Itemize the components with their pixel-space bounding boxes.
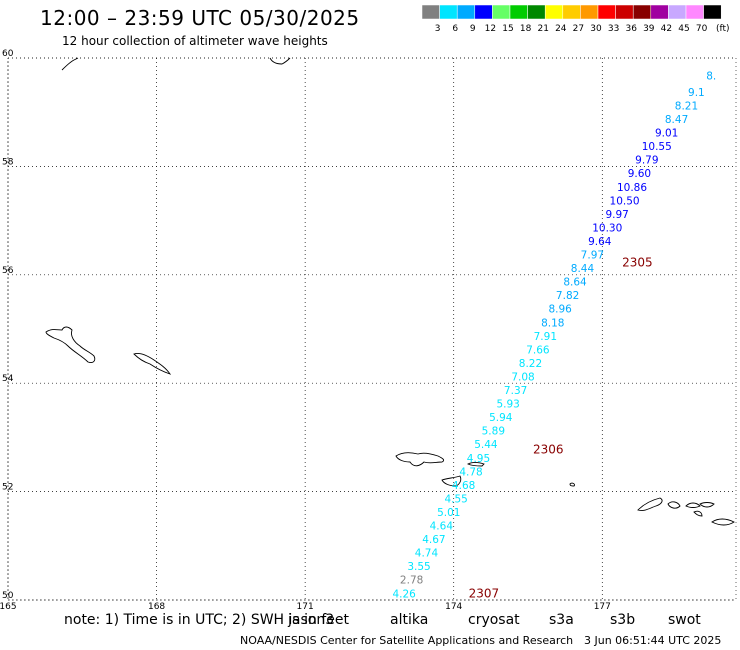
- coastline: [466, 462, 485, 467]
- scale-tick-label: 39: [643, 24, 655, 34]
- wave-height-observation: 9.64: [588, 236, 612, 248]
- scale-tick-label: 70: [696, 24, 708, 34]
- wave-height-observation: 5.93: [496, 399, 519, 411]
- wave-height-observation: 7.37: [504, 385, 527, 397]
- scale-tick-label: 21: [537, 24, 548, 34]
- wave-height-observation: 10.50: [610, 195, 640, 207]
- wave-height-observation: 4.74: [415, 548, 439, 560]
- map-frame: [7, 57, 737, 601]
- wave-height-observation: 7.08: [511, 371, 534, 383]
- wave-height-observation: 3.55: [407, 561, 430, 573]
- pass-time-label: 2305: [622, 256, 653, 270]
- coastline: [269, 57, 291, 65]
- mission-label-altika: altika: [390, 612, 429, 628]
- scale-tick-label: 6: [452, 24, 458, 34]
- wave-height-observation: 8.64: [563, 277, 587, 289]
- longitude-label: 165: [0, 602, 17, 612]
- coastline: [711, 518, 735, 526]
- coastline: [569, 482, 575, 487]
- coastline: [685, 502, 701, 508]
- wave-height-observation: 8.22: [519, 358, 542, 370]
- scale-tick-label: 24: [555, 24, 567, 34]
- wave-height-color-scale: 3 6 9 12 15 18 21 24 27 30 33 36 39 42 45 70 (ft): [421, 4, 730, 34]
- mission-label-cryosat: cryosat: [468, 612, 520, 628]
- wave-height-observation: 4.67: [422, 534, 445, 546]
- wave-height-observation: 5.94: [489, 412, 513, 424]
- coastline: [61, 57, 79, 71]
- latitude-label: 52: [2, 483, 13, 493]
- coastline: [637, 497, 663, 511]
- coastline: [693, 510, 703, 517]
- mission-label-s3a: s3a: [549, 612, 574, 628]
- wave-height-observation: 4.78: [459, 466, 482, 478]
- wave-height-observation: 8.96: [548, 304, 572, 316]
- wave-height-observation: 8.47: [665, 114, 688, 126]
- scale-tick-label: 33: [608, 24, 619, 34]
- scale-tick-label: 18: [520, 24, 532, 34]
- page-title: 12:00 – 23:59 UTC 05/30/2025: [40, 6, 360, 30]
- wave-height-observation: 9.01: [655, 128, 678, 140]
- wave-height-observation: 2.78: [400, 575, 423, 587]
- footer-note: note: 1) Time is in UTC; 2) SWH is in fe…: [64, 612, 350, 628]
- wave-height-observation: 10.30: [592, 222, 622, 234]
- scale-swatch: [703, 4, 722, 20]
- wave-height-observation: 8.: [706, 71, 716, 83]
- wave-height-observation: 7.91: [534, 331, 557, 343]
- latitude-label: 60: [2, 49, 14, 59]
- wave-height-observation: 5.01: [437, 507, 460, 519]
- wave-height-observation: 9.79: [635, 155, 658, 167]
- wave-height-observation: 8.18: [541, 317, 564, 329]
- wave-height-observation: 10.55: [642, 141, 672, 153]
- wave-height-observation: 9.97: [605, 209, 628, 221]
- mission-label-jason3: jason3: [288, 612, 335, 628]
- scale-tick-label: 9: [470, 24, 476, 34]
- latitude-label: 54: [2, 374, 14, 384]
- wave-height-observation: 4.26: [392, 588, 416, 600]
- coastline: [699, 502, 715, 508]
- wave-height-observation: 4.95: [467, 453, 490, 465]
- wave-height-observation: 7.66: [526, 344, 550, 356]
- coastline: [667, 501, 681, 509]
- mission-label-swot: swot: [668, 612, 701, 628]
- scale-unit-label: (ft): [716, 24, 730, 34]
- pass-time-label: 2306: [533, 443, 564, 457]
- scale-tick-label: 42: [661, 24, 672, 34]
- wave-height-observation: 5.44: [474, 439, 498, 451]
- coastline: [441, 475, 462, 487]
- wave-height-observation: 8.44: [571, 263, 595, 275]
- wave-height-observation: 9.60: [628, 168, 651, 180]
- latitude-label: 50: [2, 591, 14, 601]
- longitude-label: 171: [297, 602, 314, 612]
- scale-tick-label: 15: [502, 24, 513, 34]
- generated-timestamp: 3 Jun 06:51:44 UTC 2025: [584, 634, 722, 647]
- scale-tick-label: 3: [435, 24, 441, 34]
- wave-height-observation: 7.97: [581, 250, 604, 262]
- wave-height-observation: 4.64: [430, 521, 454, 533]
- longitude-label: 177: [594, 602, 611, 612]
- pass-time-label: 2307: [469, 586, 500, 600]
- scale-tick-label: 30: [590, 24, 602, 34]
- wave-height-observation: 9.1: [688, 87, 705, 99]
- page-subtitle: 12 hour collection of altimeter wave hei…: [62, 34, 328, 48]
- credit-line: NOAA/NESDIS Center for Satellite Applica…: [240, 634, 574, 647]
- wave-height-observation: 4.55: [444, 493, 467, 505]
- scale-tick-label: 45: [678, 24, 689, 34]
- longitude-label: 174: [445, 602, 462, 612]
- scale-tick-label: 36: [625, 24, 637, 34]
- wave-height-observation: 5.89: [482, 426, 505, 438]
- scale-tick-label: 12: [485, 24, 496, 34]
- longitude-label: 168: [148, 602, 165, 612]
- mission-label-s3b: s3b: [610, 612, 636, 628]
- wave-height-observation: 10.86: [617, 182, 647, 194]
- coastline: [133, 353, 172, 375]
- wave-height-observation: 7.82: [556, 290, 579, 302]
- wave-height-observation: 8.21: [675, 100, 698, 112]
- wave-height-observation: 4.68: [452, 480, 475, 492]
- coastline: [395, 452, 445, 467]
- coastline: [45, 326, 96, 363]
- scale-tick-label: 27: [573, 24, 584, 34]
